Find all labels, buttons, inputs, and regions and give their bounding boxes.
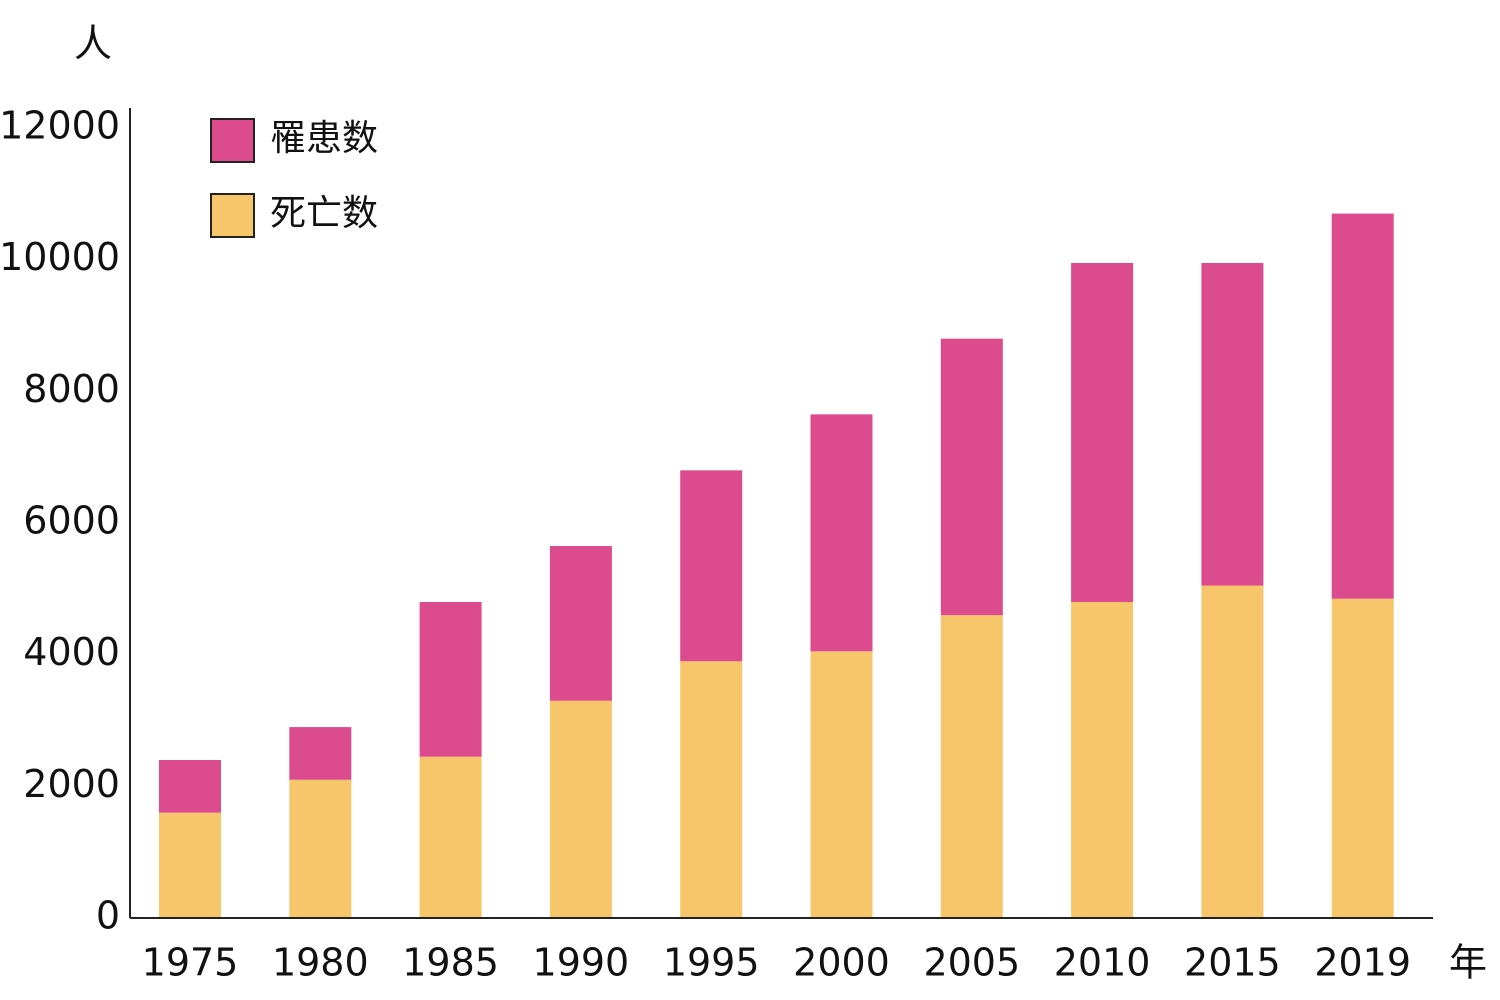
y-axis-label: 人 <box>74 22 112 66</box>
bar-segment <box>810 651 873 918</box>
bar-segment <box>940 338 1003 616</box>
y-tick-label: 4000 <box>23 630 120 674</box>
bar-segment <box>1071 602 1134 918</box>
bar-segment <box>549 546 612 701</box>
y-tick-label: 0 <box>96 894 120 938</box>
y-tick-label: 6000 <box>23 499 120 543</box>
x-tick-label: 1990 <box>533 941 630 985</box>
x-tick-label: 2005 <box>923 941 1020 985</box>
bar-segment <box>549 700 612 918</box>
y-tick-label: 12000 <box>0 104 120 148</box>
bar-segment <box>680 470 743 662</box>
bar-segment <box>159 812 221 918</box>
bar-segment <box>419 602 482 757</box>
bar-segment <box>940 615 1003 918</box>
bar-segment <box>289 779 352 918</box>
bar-segment <box>1071 262 1134 602</box>
x-tick-label: 2019 <box>1314 941 1411 985</box>
x-tick-label: 2000 <box>793 941 890 985</box>
bar-segment <box>159 760 221 813</box>
bar-segment <box>1201 585 1264 918</box>
x-tick-label: 1985 <box>402 941 499 985</box>
legend-label: 死亡数 <box>270 193 378 234</box>
bar-segment <box>1201 262 1264 586</box>
y-tick-label: 10000 <box>0 235 120 279</box>
bar-segment <box>1331 213 1394 599</box>
y-tick-label: 8000 <box>23 367 120 411</box>
x-tick-label: 2010 <box>1054 941 1151 985</box>
bar-segment <box>810 414 873 652</box>
legend-swatch <box>210 193 255 238</box>
y-tick-label: 2000 <box>23 762 120 806</box>
x-axis-label: 年 <box>1449 941 1487 985</box>
x-tick-label: 2015 <box>1184 941 1281 985</box>
x-tick-label: 1995 <box>663 941 760 985</box>
bar-segment <box>419 756 482 918</box>
bar-segment <box>289 727 352 780</box>
legend-label: 罹患数 <box>270 118 378 159</box>
bar-segment <box>680 661 743 918</box>
bar-segment <box>1331 598 1394 918</box>
x-tick-label: 1980 <box>272 941 369 985</box>
legend-swatch <box>210 118 255 163</box>
x-tick-label: 1975 <box>142 941 239 985</box>
